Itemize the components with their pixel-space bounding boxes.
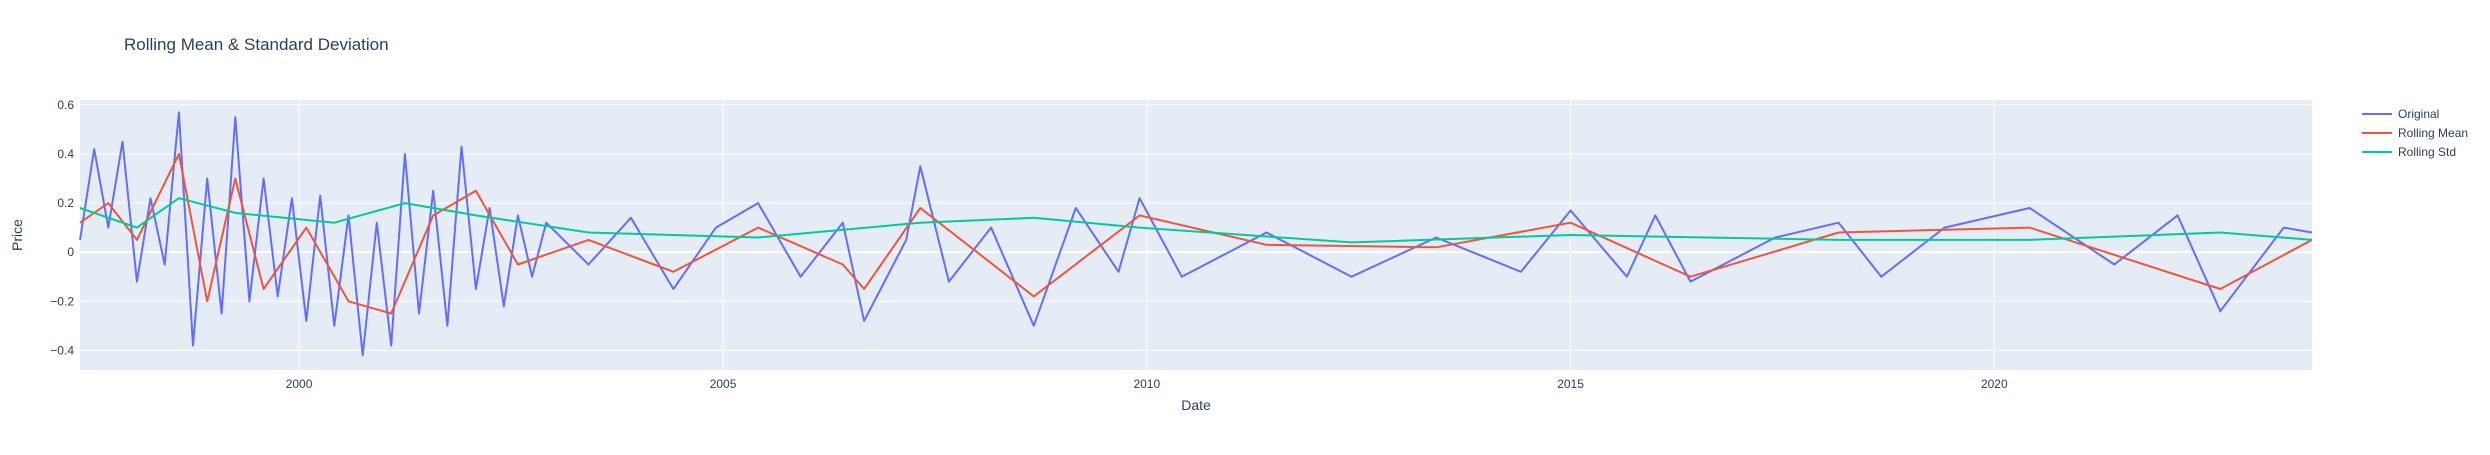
y-tick-label: 0.6 <box>57 98 74 112</box>
legend[interactable]: Original Rolling Mean Rolling Std <box>2362 107 2468 159</box>
series-line-rolling-mean <box>79 153 2313 315</box>
x-tick-label: 2000 <box>286 377 313 391</box>
legend-item-rolling-mean[interactable]: Rolling Mean <box>2362 126 2468 140</box>
legend-item-rolling-std[interactable]: Rolling Std <box>2362 145 2456 159</box>
x-tick-label: 2010 <box>1133 377 1160 391</box>
y-tick-label: 0 <box>67 245 74 259</box>
x-tick-label: 2020 <box>1981 377 2008 391</box>
x-tick-label: 2005 <box>710 377 737 391</box>
y-tick-label: 0.4 <box>57 147 74 161</box>
legend-label: Rolling Mean <box>2398 126 2468 140</box>
chart-title: Rolling Mean & Standard Deviation <box>124 35 389 54</box>
y-tick-label: −0.4 <box>50 343 74 357</box>
y-tick-label: −0.2 <box>50 294 74 308</box>
x-axis-label: Date <box>1181 397 1211 413</box>
legend-label: Original <box>2398 107 2439 121</box>
series-layer <box>79 111 2313 357</box>
y-axis-ticks: −0.4 −0.2 0 0.2 0.4 0.6 <box>50 98 74 357</box>
y-tick-label: 0.2 <box>57 196 74 210</box>
series-line-rolling-std <box>79 197 2313 244</box>
plot-area <box>80 100 2312 370</box>
x-axis-ticks: 2000 2005 2010 2015 2020 <box>286 377 2008 391</box>
legend-item-original[interactable]: Original <box>2362 107 2439 121</box>
legend-label: Rolling Std <box>2398 145 2456 159</box>
x-tick-label: 2015 <box>1557 377 1584 391</box>
y-axis-label: Price <box>9 219 25 251</box>
